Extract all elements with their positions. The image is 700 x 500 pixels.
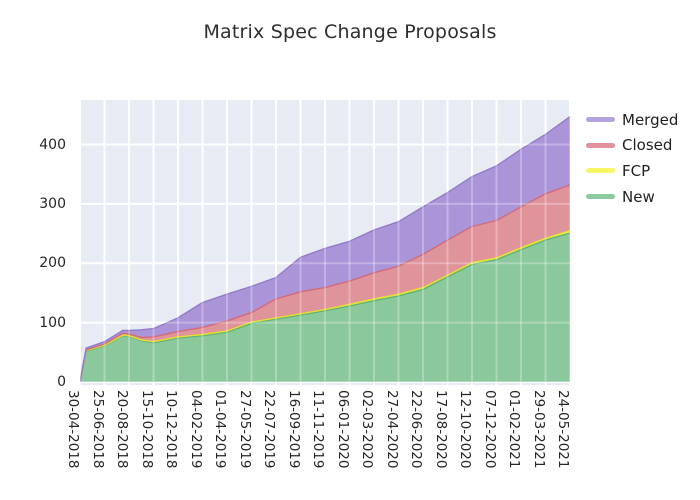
x-tick-label: 11-11-2019 <box>310 390 326 469</box>
new-swatch-icon <box>586 194 615 200</box>
x-tick-label: 12-10-2020 <box>457 390 473 469</box>
y-tick-label: 200 <box>39 255 66 272</box>
y-tick-label: 100 <box>39 314 66 331</box>
chart-title: Matrix Spec Change Proposals <box>203 21 497 43</box>
legend-item-merged: Merged <box>586 107 678 133</box>
area-merged <box>80 116 570 382</box>
x-tick-label: 22-06-2020 <box>408 390 424 469</box>
x-tick-label: 04-02-2019 <box>187 390 204 469</box>
x-tick-label: 27-05-2019 <box>236 390 253 469</box>
y-tick-label: 0 <box>57 374 66 391</box>
x-tick-label: 30-04-2018 <box>65 390 81 469</box>
boundary-line-merged <box>80 116 571 383</box>
fcp-swatch-icon <box>586 168 615 174</box>
chart-svg <box>80 100 571 385</box>
y-tick-label: 400 <box>39 136 66 153</box>
x-tick-label: 29-03-2021 <box>530 390 547 469</box>
x-tick-label: 15-10-2018 <box>138 390 155 469</box>
merged-swatch-icon <box>586 117 615 123</box>
x-tick-label: 01-04-2019 <box>212 390 228 469</box>
x-tick-label: 20-08-2018 <box>114 390 130 469</box>
plot-area <box>80 100 571 385</box>
x-tick-label: 24-05-2021 <box>555 390 571 469</box>
x-tick-label: 17-08-2020 <box>432 390 449 469</box>
area-closed <box>80 184 570 382</box>
x-tick-label: 01-02-2021 <box>506 390 522 469</box>
gridline-overlay <box>80 100 571 385</box>
y-tick-label: 300 <box>39 195 66 212</box>
legend-label-new: New <box>622 187 655 206</box>
stacked-areas <box>80 116 570 382</box>
closed-swatch-icon <box>586 142 615 148</box>
boundary-lines <box>80 116 571 383</box>
legend-label-fcp: FCP <box>622 161 651 180</box>
boundary-line-closed <box>80 184 571 383</box>
legend-label-closed: Closed <box>622 136 673 155</box>
legend-item-closed: Closed <box>586 133 678 159</box>
legend-item-fcp: FCP <box>586 158 678 184</box>
area-new <box>80 233 570 382</box>
x-tick-label: 25-06-2018 <box>89 390 106 469</box>
x-tick-label: 07-12-2020 <box>481 390 498 469</box>
x-tick-label: 10-12-2018 <box>163 390 179 469</box>
x-tick-label: 02-03-2020 <box>359 390 375 469</box>
legend-label-merged: Merged <box>622 110 679 129</box>
legend-item-new: New <box>586 184 678 210</box>
x-tick-label: 16-09-2019 <box>285 390 302 469</box>
x-tick-label: 06-01-2020 <box>334 390 351 469</box>
x-tick-label: 27-04-2020 <box>383 390 400 469</box>
boundary-line-fcp <box>80 229 571 383</box>
x-tick-label: 22-07-2019 <box>261 390 277 469</box>
legend: Merged Closed FCP New <box>586 107 678 209</box>
